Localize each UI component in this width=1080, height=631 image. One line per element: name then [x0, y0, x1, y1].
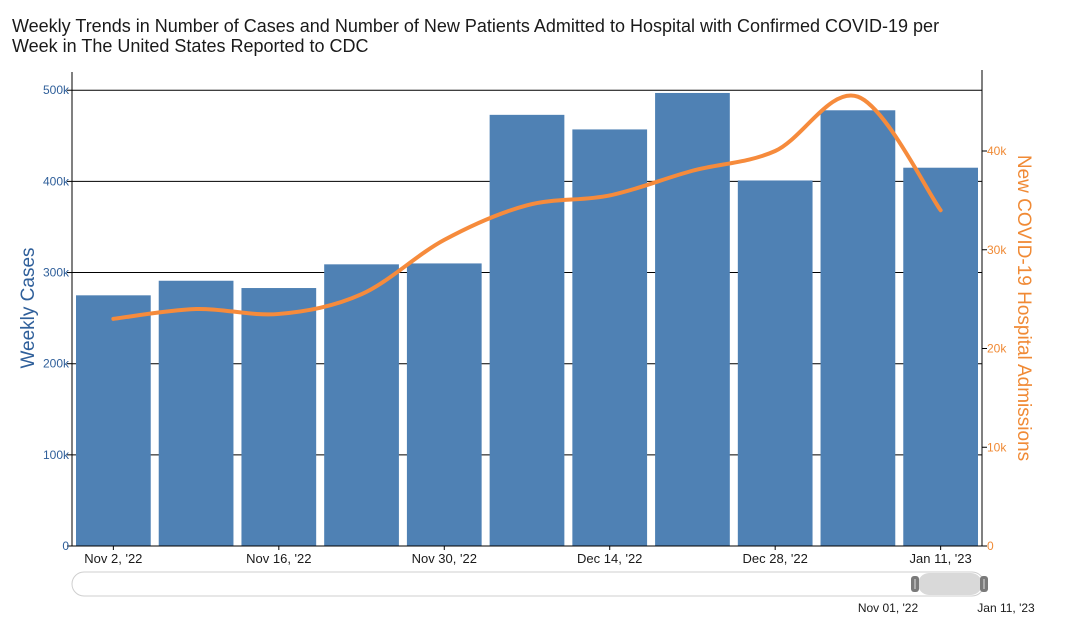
x-tick-label: Dec 28, '22: [743, 551, 808, 566]
x-axis-ticks: Nov 2, '22 Nov 16, '22 Nov 30, '22 Dec 14, …: [84, 546, 972, 566]
range-slider-right-handle-icon[interactable]: [980, 576, 988, 592]
bar: [903, 167, 978, 546]
bar: [76, 295, 151, 546]
right-tick-label: 10k: [987, 440, 1007, 454]
bar: [489, 114, 565, 546]
bar: [241, 288, 317, 546]
range-slider-track[interactable]: [71, 571, 985, 597]
range-slider[interactable]: Nov 01, '22 Jan 11, '23: [71, 571, 1035, 615]
bar-series: [76, 92, 978, 547]
range-slider-window[interactable]: [918, 573, 982, 595]
axes: [68, 70, 986, 547]
chart-title-line-2: Week in The United States Reported to CD…: [12, 36, 369, 56]
range-start-date: Nov 01, '22: [858, 601, 919, 615]
x-tick-label: Nov 16, '22: [246, 551, 311, 566]
hospital-admissions-line: [111, 93, 943, 321]
range-slider-left-handle-icon[interactable]: [911, 576, 919, 592]
left-tick-label: 500k: [43, 83, 70, 97]
left-tick-label: 400k: [43, 174, 70, 188]
bar: [406, 263, 482, 546]
range-end-date: Jan 11, '23: [977, 601, 1035, 615]
x-tick-label: Nov 2, '22: [84, 551, 142, 566]
bar: [737, 180, 813, 546]
right-tick-label: 40k: [987, 144, 1007, 158]
right-axis-ticks: 0 10k 20k 30k 40k: [982, 144, 1007, 553]
bar: [324, 264, 399, 546]
x-tick-label: Dec 14, '22: [577, 551, 642, 566]
right-tick-label: 30k: [987, 243, 1007, 257]
bar: [655, 92, 730, 546]
chart-title-line-1: Weekly Trends in Number of Cases and Num…: [12, 16, 940, 36]
right-tick-label: 20k: [987, 342, 1007, 356]
left-tick-label: 0: [62, 539, 69, 553]
chart-title: Weekly Trends in Number of Cases and Num…: [12, 16, 1052, 56]
x-tick-label: Nov 30, '22: [412, 551, 477, 566]
right-tick-label: 0: [987, 539, 994, 553]
y-axis-label-left: Weekly Cases: [18, 247, 39, 368]
bar: [572, 129, 648, 546]
left-tick-label: 100k: [43, 448, 70, 462]
x-tick-label: Jan 11, '23: [910, 551, 972, 566]
y-axis-label-right: New COVID-19 Hospital Admissions: [1013, 155, 1034, 461]
bar: [158, 280, 234, 546]
left-tick-label: 300k: [43, 266, 70, 280]
bar: [820, 110, 896, 547]
left-axis-ticks: 0 100k 200k 300k 400k 500k: [43, 83, 72, 553]
left-tick-label: 200k: [43, 357, 70, 371]
